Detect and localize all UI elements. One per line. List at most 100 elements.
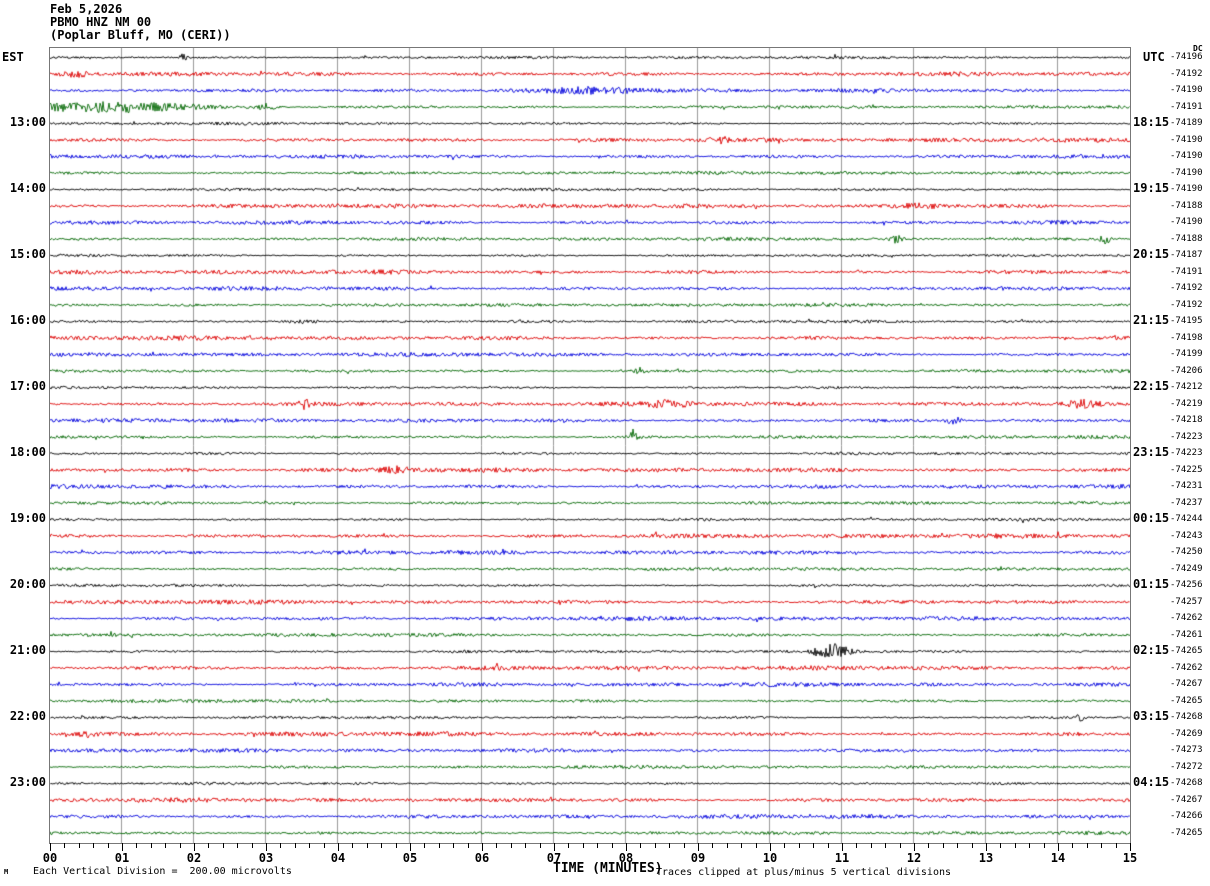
dc-offset-value: -74266 [1170, 811, 1203, 821]
x-axis-major-tick [626, 843, 627, 851]
x-axis-minor-tick [107, 843, 109, 848]
utc-time-label: 00:15 [1133, 511, 1170, 525]
est-time-label: 14:00 [9, 181, 46, 195]
dc-offset-value: -74190 [1170, 151, 1203, 161]
x-axis-minor-tick [309, 843, 311, 848]
dc-offset-value: -74189 [1170, 118, 1203, 128]
dc-offset-value: -74188 [1170, 233, 1203, 244]
dc-offset-value: -74262 [1170, 613, 1203, 623]
x-axis-minor-tick [1101, 843, 1103, 848]
x-axis-major-tick [554, 843, 555, 851]
est-time-label: 21:00 [9, 643, 46, 657]
utc-time-label: 01:15 [1133, 577, 1170, 591]
x-axis-major-tick [698, 843, 699, 851]
dc-offset-value: -74190 [1170, 217, 1203, 227]
x-axis-minor-tick [957, 843, 959, 848]
x-axis-minor-tick [1086, 843, 1088, 848]
dc-offset-value: -74261 [1170, 629, 1203, 640]
x-axis-minor-tick [1115, 843, 1117, 848]
x-axis-minor-tick [669, 843, 671, 848]
x-axis-minor-tick [294, 843, 296, 848]
x-axis-minor-tick [726, 843, 728, 848]
dc-offset-value: -74192 [1170, 68, 1203, 79]
x-axis-minor-tick [438, 843, 440, 848]
dc-offset-value: -74192 [1170, 283, 1203, 293]
est-time-label: 18:00 [9, 445, 46, 459]
utc-time-label: 21:15 [1133, 313, 1170, 327]
x-axis-minor-tick [222, 843, 224, 848]
dc-offset-value: -74265 [1170, 695, 1203, 706]
seismogram-plot-area [49, 47, 1131, 844]
x-axis-minor-tick [798, 843, 800, 848]
x-axis-minor-tick [1043, 843, 1045, 848]
utc-time-label: 03:15 [1133, 709, 1170, 723]
x-axis-major-tick [410, 843, 411, 851]
dc-offset-value: -74187 [1170, 250, 1203, 260]
dc-offset-value: -74212 [1170, 382, 1203, 392]
header-location: (Poplar Bluff, MO (CERI)) [50, 28, 231, 42]
dc-offset-value: -74272 [1170, 761, 1203, 772]
utc-time-label: 19:15 [1133, 181, 1170, 195]
trace-clipping-note: Traces clipped at plus/minus 5 vertical … [656, 867, 952, 878]
x-tick-label: 00 [42, 851, 58, 865]
dc-offset-value: -74190 [1170, 134, 1203, 145]
dc-offset-value: -74195 [1170, 316, 1203, 326]
x-axis-minor-tick [870, 843, 872, 848]
x-axis-minor-tick [93, 843, 95, 848]
x-axis-minor-tick [381, 843, 383, 848]
x-tick-label: 09 [690, 851, 706, 865]
dc-offset-value: -74191 [1170, 266, 1203, 277]
dc-offset-value: -74257 [1170, 596, 1203, 607]
x-axis-minor-tick [640, 843, 642, 848]
x-tick-label: 06 [474, 851, 490, 865]
x-axis-minor-tick [899, 843, 901, 848]
dc-offset-value: -74206 [1170, 365, 1203, 376]
x-axis-minor-tick [856, 843, 858, 848]
dc-offset-value: -74196 [1170, 52, 1203, 62]
x-axis-major-tick [1058, 843, 1059, 851]
x-tick-label: 14 [1050, 851, 1066, 865]
left-axis-header-est: EST [2, 50, 24, 64]
x-axis-minor-tick [366, 843, 368, 848]
dc-offset-value: -74199 [1170, 349, 1203, 359]
utc-time-label: 02:15 [1133, 643, 1170, 657]
dc-offset-value: -74231 [1170, 481, 1203, 491]
x-axis-minor-tick [712, 843, 714, 848]
vertical-division-scale-note: Each Vertical Division = 200.00 microvol… [33, 866, 292, 877]
dc-offset-value: -74268 [1170, 778, 1203, 788]
est-time-label: 15:00 [9, 247, 46, 261]
x-axis-minor-tick [136, 843, 138, 848]
x-axis-major-tick [194, 843, 195, 851]
x-axis-minor-tick [582, 843, 584, 848]
dc-offset-value: -74223 [1170, 431, 1203, 442]
dc-offset-value: -74191 [1170, 101, 1203, 112]
x-tick-label: 11 [834, 851, 850, 865]
est-time-label: 19:00 [9, 511, 46, 525]
est-time-label: 20:00 [9, 577, 46, 591]
dc-offset-value: -74262 [1170, 662, 1203, 673]
dc-offset-value: -74198 [1170, 332, 1203, 343]
x-tick-label: 15 [1122, 851, 1138, 865]
dc-offset-value: -74269 [1170, 728, 1203, 739]
x-axis-minor-tick [496, 843, 498, 848]
dc-offset-value: -74256 [1170, 580, 1203, 590]
x-axis-minor-tick [942, 843, 944, 848]
x-tick-label: 01 [114, 851, 130, 865]
dc-offset-value: -74218 [1170, 415, 1203, 425]
x-axis-minor-tick [280, 843, 282, 848]
dc-offset-value: -74190 [1170, 167, 1203, 178]
header-date: Feb 5,2026 [50, 2, 123, 16]
utc-time-label: 20:15 [1133, 247, 1170, 261]
dc-offset-value: -74190 [1170, 184, 1203, 194]
x-axis-minor-tick [323, 843, 325, 848]
x-tick-label: 07 [546, 851, 562, 865]
dc-column-header: DC [1193, 44, 1203, 53]
x-axis-minor-tick [352, 843, 354, 848]
x-axis-minor-tick [813, 843, 815, 848]
dc-offset-value: -74192 [1170, 299, 1203, 310]
x-axis-minor-tick [971, 843, 973, 848]
x-axis-minor-tick [64, 843, 66, 848]
x-axis-minor-tick [654, 843, 656, 848]
est-time-label: 22:00 [9, 709, 46, 723]
